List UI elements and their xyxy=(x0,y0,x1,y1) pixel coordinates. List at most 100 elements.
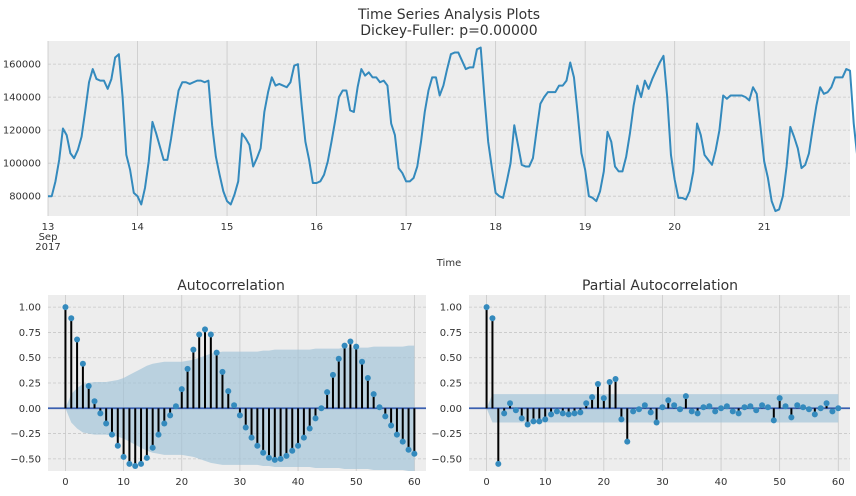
main-title-line-1: Time Series Analysis Plots xyxy=(357,7,540,23)
pacf-marker xyxy=(553,408,560,415)
acf-xtick-label: 20 xyxy=(175,477,188,488)
acf-marker xyxy=(359,358,366,365)
ts-ytick-label: 120000 xyxy=(3,126,41,137)
pacf-marker xyxy=(712,408,719,415)
acf-marker xyxy=(295,442,302,449)
pacf-marker xyxy=(495,460,502,467)
pacf-marker xyxy=(723,403,730,410)
pacf-marker xyxy=(688,408,695,415)
pacf-marker xyxy=(653,419,660,426)
pacf-marker xyxy=(571,410,578,417)
acf-ytick-label: 1.00 xyxy=(19,303,41,314)
pacf-marker xyxy=(706,403,713,410)
pacf-marker xyxy=(630,408,637,415)
acf-marker xyxy=(370,391,377,398)
acf-title: Autocorrelation xyxy=(177,278,285,294)
pacf-marker xyxy=(694,410,701,417)
acf-marker xyxy=(190,346,197,353)
acf-marker xyxy=(225,388,232,395)
pacf-marker xyxy=(524,421,531,428)
acf-xtick-label: 10 xyxy=(117,477,130,488)
pacf-marker xyxy=(682,393,689,400)
ts-ytick-label: 160000 xyxy=(3,60,41,71)
acf-marker xyxy=(85,383,92,390)
pacf-marker xyxy=(501,410,508,417)
ts-xtick-label: 2017 xyxy=(35,242,60,253)
pacf-marker xyxy=(665,397,672,404)
acf-marker xyxy=(347,338,354,345)
acf-xtick-label: 30 xyxy=(234,477,247,488)
acf-marker xyxy=(329,371,336,378)
pacf-marker xyxy=(800,404,807,411)
acf-marker xyxy=(399,438,406,445)
acf-marker xyxy=(132,462,139,469)
acf-marker xyxy=(271,456,278,463)
acf-marker xyxy=(341,342,348,349)
pacf-marker xyxy=(829,408,836,415)
pacf-ytick-label: 1.00 xyxy=(440,303,462,314)
pacf-marker xyxy=(489,315,496,322)
pacf-marker xyxy=(794,402,801,409)
acf-marker xyxy=(364,374,371,381)
ts-xtick-label: 17 xyxy=(400,222,413,233)
pacf-marker xyxy=(536,418,543,425)
acf-xtick-label: 50 xyxy=(350,477,363,488)
acf-ytick-label: −0.50 xyxy=(10,454,41,465)
ts-xtick-label: Sep xyxy=(39,232,58,243)
pacf-marker xyxy=(624,438,631,445)
acf-marker xyxy=(335,355,342,362)
pacf-marker xyxy=(741,404,748,411)
acf-marker xyxy=(143,454,150,461)
pacf-marker xyxy=(764,404,771,411)
pacf-xtick-label: 40 xyxy=(715,477,728,488)
pacf-marker xyxy=(747,403,754,410)
acf-panel: −0.50 −0.25 0.00 0.25 0.50 0.75 1.00 0 10 20 30 40 5… xyxy=(10,295,426,488)
acf-marker xyxy=(277,455,284,462)
acf-marker xyxy=(74,336,81,343)
acf-ytick-label: 0.75 xyxy=(19,328,41,339)
acf-marker xyxy=(172,403,179,410)
acf-marker xyxy=(126,460,133,467)
pacf-marker xyxy=(647,409,654,416)
acf-ytick-label: 0.25 xyxy=(19,379,41,390)
pacf-xtick-label: 50 xyxy=(773,477,786,488)
ts-ytick-label: 80000 xyxy=(9,192,41,203)
acf-marker xyxy=(318,405,325,412)
ts-xtick-label: 20 xyxy=(668,222,681,233)
acf-marker xyxy=(353,343,360,350)
pacf-ytick-label: 0.50 xyxy=(440,353,462,364)
ts-series-line xyxy=(48,46,856,213)
ts-xtick-label: 16 xyxy=(310,222,323,233)
pacf-marker xyxy=(483,304,490,311)
ts-plot-area xyxy=(48,41,850,216)
acf-marker xyxy=(196,331,203,338)
pacf-marker xyxy=(594,381,601,388)
pacf-marker xyxy=(671,402,678,409)
acf-marker xyxy=(306,425,313,432)
acf-marker xyxy=(260,449,267,456)
acf-ytick-label: 0.00 xyxy=(19,404,41,415)
acf-marker xyxy=(91,398,98,405)
pacf-marker xyxy=(677,406,684,413)
acf-marker xyxy=(97,410,104,417)
ts-xtick-label: 14 xyxy=(131,222,144,233)
pacf-title: Partial Autocorrelation xyxy=(582,278,738,294)
acf-marker xyxy=(236,412,243,419)
pacf-marker xyxy=(512,407,519,414)
acf-xtick-label: 60 xyxy=(408,477,421,488)
pacf-marker xyxy=(735,410,742,417)
acf-marker xyxy=(254,442,261,449)
pacf-marker xyxy=(835,405,842,412)
pacf-marker xyxy=(606,378,613,385)
acf-marker xyxy=(405,446,412,453)
acf-marker xyxy=(79,360,86,367)
acf-marker xyxy=(202,326,209,333)
acf-marker xyxy=(184,365,191,372)
time-axis-label: Time xyxy=(436,258,461,269)
acf-ytick-label: −0.25 xyxy=(10,429,41,440)
pacf-marker xyxy=(548,411,555,418)
pacf-marker xyxy=(641,402,648,409)
acf-marker xyxy=(62,304,69,311)
acf-marker xyxy=(289,447,296,454)
pacf-marker xyxy=(753,407,760,414)
